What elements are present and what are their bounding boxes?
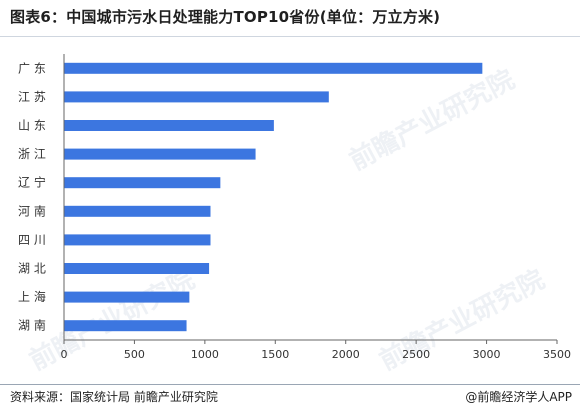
footer-divider xyxy=(0,384,580,385)
x-tick-label: 1500 xyxy=(261,348,289,361)
category-label: 浙 江 xyxy=(18,147,46,161)
x-tick-label: 1000 xyxy=(191,348,219,361)
category-label: 广 东 xyxy=(18,61,46,75)
category-labels: 广 东江 苏山 东浙 江辽 宁河 南四 川湖 北上 海湖 南 xyxy=(18,61,46,332)
category-label: 山 东 xyxy=(18,119,46,133)
bar xyxy=(64,291,190,303)
category-label: 湖 北 xyxy=(18,261,46,276)
category-label: 四 川 xyxy=(18,233,46,247)
bar xyxy=(64,120,274,131)
bars-group xyxy=(64,62,483,332)
bar xyxy=(64,205,211,217)
bar xyxy=(64,263,210,274)
chart-title: 图表6：中国城市污水日处理能力TOP10省份(单位：万立方米) xyxy=(10,8,441,26)
x-tick-label: 2500 xyxy=(402,348,430,361)
credit-text: @前瞻经济学人APP xyxy=(465,390,572,404)
bar xyxy=(64,148,256,160)
category-label: 湖 南 xyxy=(18,318,46,333)
bar xyxy=(64,320,187,332)
category-label: 辽 宁 xyxy=(18,175,46,190)
x-tick-label: 3000 xyxy=(473,348,501,361)
title-divider xyxy=(0,36,580,37)
bar xyxy=(64,177,221,189)
x-tick-label: 2000 xyxy=(332,348,360,361)
source-text: 资料来源：国家统计局 前瞻产业研究院 xyxy=(10,390,218,404)
x-tick-label: 500 xyxy=(124,348,145,361)
x-axis-ticks: 0 500 1000 1500 2000 2500 3000 3500 xyxy=(61,340,571,361)
category-label: 河 南 xyxy=(18,203,46,218)
bar xyxy=(64,91,329,103)
x-tick-label: 3500 xyxy=(543,348,571,361)
x-tick-label: 0 xyxy=(61,348,68,361)
bar-chart: 广 东江 苏山 东浙 江辽 宁河 南四 川湖 北上 海湖 南 0 500 1000 1… xyxy=(18,54,571,361)
category-label: 江 苏 xyxy=(18,90,46,104)
bar xyxy=(64,62,483,74)
bar xyxy=(64,234,211,246)
category-label: 上 海 xyxy=(18,289,46,304)
